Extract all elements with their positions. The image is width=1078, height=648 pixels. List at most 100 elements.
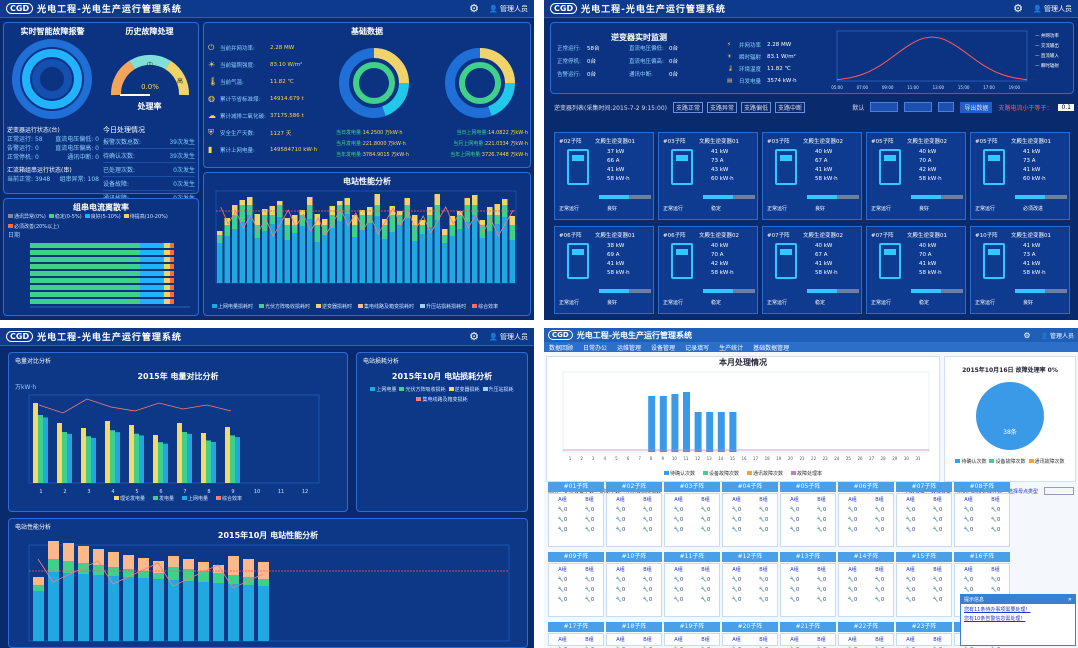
subarray-header[interactable]: #20子阵 [722, 622, 778, 632]
subarray-header[interactable]: #03子阵 [664, 482, 720, 492]
gear-icon[interactable]: ⚙ [1013, 2, 1024, 15]
popup-line-2[interactable]: 您有10条告警信息需处理！ [964, 616, 1026, 622]
type-select[interactable] [1044, 487, 1074, 495]
export-button[interactable]: 导出数据 [960, 101, 993, 113]
filter-chip[interactable]: 支路异常 [707, 101, 738, 113]
user-menu-2[interactable]: 👤 管理人员 [1033, 4, 1072, 13]
sort-select-2[interactable] [904, 102, 933, 112]
perf-bar [434, 220, 440, 283]
inverter-card[interactable]: #07子阵 文殿生逆变器01 40 kW 70 A 41 kW 58 kW·h 正常运行 稳定 [866, 226, 966, 314]
panel1-tab[interactable]: 电量对比分析 [15, 358, 52, 365]
wrench-icon: 🔧0 [789, 577, 800, 583]
menu-item[interactable]: 日常办公 [583, 344, 608, 352]
wrench-icon: 🔧0 [731, 527, 742, 533]
user-menu[interactable]: 👤 管理人员 [489, 4, 528, 13]
inverter-card[interactable]: #05子阵 文殿生逆变器02 40 kW 70 A 42 kW 58 kW·h 正常运行 良好 [866, 132, 966, 220]
subarray-header[interactable]: #01子阵 [548, 482, 604, 492]
subarray-header[interactable]: #10子阵 [606, 552, 662, 562]
subarray-header[interactable]: #09子阵 [548, 552, 604, 562]
subarray-header[interactable]: #19子阵 [664, 622, 720, 632]
filter-chip[interactable]: 支路正常 [672, 101, 703, 113]
subarray-header[interactable]: #07子阵 [896, 482, 952, 492]
popup-line-1[interactable]: 您有11条待办事项需要处理！ [964, 607, 1031, 613]
subarray-header[interactable]: #21子阵 [780, 622, 836, 632]
subarray-header[interactable]: #04子阵 [722, 482, 778, 492]
subarray-header[interactable]: #23子阵 [896, 622, 952, 632]
dispersion-bar [164, 271, 170, 276]
menu-item[interactable]: 生产统计 [719, 344, 744, 352]
subarray-header[interactable]: #08子阵 [954, 482, 1010, 492]
inverter-card[interactable]: #03子阵 文殿生逆变器02 40 kW 67 A 41 kW 58 kW·h 正常运行 良好 [762, 132, 862, 220]
filter-chip[interactable]: 支路中断 [775, 101, 806, 113]
toolbar-link[interactable]: 选择母点类型 [1007, 488, 1038, 495]
close-icon[interactable]: ✕ [1067, 596, 1072, 603]
menu-item[interactable]: 设备管理 [651, 344, 676, 352]
perf-bar [247, 215, 253, 283]
inverter-card[interactable]: #07子阵 文殿生逆变器02 40 kW 67 A 41 kW 58 kW·h 正常运行 稳定 [762, 226, 862, 314]
subarray-header[interactable]: #11子阵 [664, 552, 720, 562]
subarray-header[interactable]: #15子阵 [896, 552, 952, 562]
subarray-header[interactable]: #18子阵 [606, 622, 662, 632]
menu-item[interactable]: 基础数据管理 [753, 344, 790, 352]
inverter-card[interactable]: #02子阵 文殿生逆变器01 37 kW 66 A 41 kW 58 kW·h 正常运行 良好 [554, 132, 654, 220]
wrench-icon: 🔧0 [731, 517, 742, 523]
filter-chip[interactable]: 支路偏低 [741, 101, 772, 113]
user-menu-3[interactable]: 👤 管理人员 [489, 332, 528, 341]
menu-item[interactable]: 数据回顾 [549, 344, 574, 352]
sort-select-1[interactable] [870, 102, 899, 112]
inverter-card[interactable]: #03子阵 文殿生逆变器01 41 kW 73 A 43 kW 60 kW·h 正常运行 稳定 [658, 132, 758, 220]
subarray-header[interactable]: #02子阵 [606, 482, 662, 492]
subarray-header[interactable]: #14子阵 [838, 552, 894, 562]
wrench-icon: 🔧0 [700, 517, 711, 523]
gear-icon[interactable]: ⚙ [1023, 330, 1031, 340]
x-tick: 8 [650, 456, 653, 461]
gear-icon[interactable]: ⚙ [469, 2, 480, 15]
gear-icon[interactable]: ⚙ [469, 330, 480, 343]
subarray-header[interactable]: #17子阵 [548, 622, 604, 632]
inverter-card[interactable]: #05子阵 文殿生逆变器01 41 kW 73 A 41 kW 60 kW·h 正常运行 必须… [970, 132, 1070, 220]
inverter-icon [671, 243, 693, 279]
perf-bar [284, 225, 290, 240]
sort-select-3[interactable] [938, 102, 955, 112]
menu-item[interactable]: 运维管理 [617, 344, 642, 352]
subarray-header[interactable]: #06子阵 [838, 482, 894, 492]
inverter-card[interactable]: #06子阵 文殿生逆变器01 38 kW 69 A 41 kW 58 kW·h 正常运行 良好 [554, 226, 654, 314]
panel3-tab[interactable]: 电站性能分析 [15, 524, 52, 531]
subarray-header[interactable]: #16子阵 [954, 552, 1010, 562]
subarray-header[interactable]: #12子阵 [722, 552, 778, 562]
group-a: A组 [906, 567, 915, 573]
panel2-tab[interactable]: 电站损耗分析 [363, 358, 400, 365]
subarray-header[interactable]: #13子阵 [780, 552, 836, 562]
inverter-card[interactable]: #10子阵 文殿生逆变器01 41 kW 73 A 41 kW 58 kW·h 正常运行 良好 [970, 226, 1070, 314]
threshold-input[interactable]: 0.1 [1058, 103, 1074, 111]
value: 39次发生 [169, 139, 195, 146]
inverter-card[interactable]: #06子阵 文殿生逆变器02 40 kW 70 A 42 kW 58 kW·h 正常运行 稳定 [658, 226, 758, 314]
menu-item[interactable]: 记录填写 [685, 344, 710, 352]
subarray-header[interactable]: #22子阵 [838, 622, 894, 632]
value: 3726.7448 万kW·h [481, 152, 528, 158]
user-menu-4[interactable]: 👤 管理人员 [1040, 332, 1074, 340]
subarray-header[interactable]: #05子阵 [780, 482, 836, 492]
